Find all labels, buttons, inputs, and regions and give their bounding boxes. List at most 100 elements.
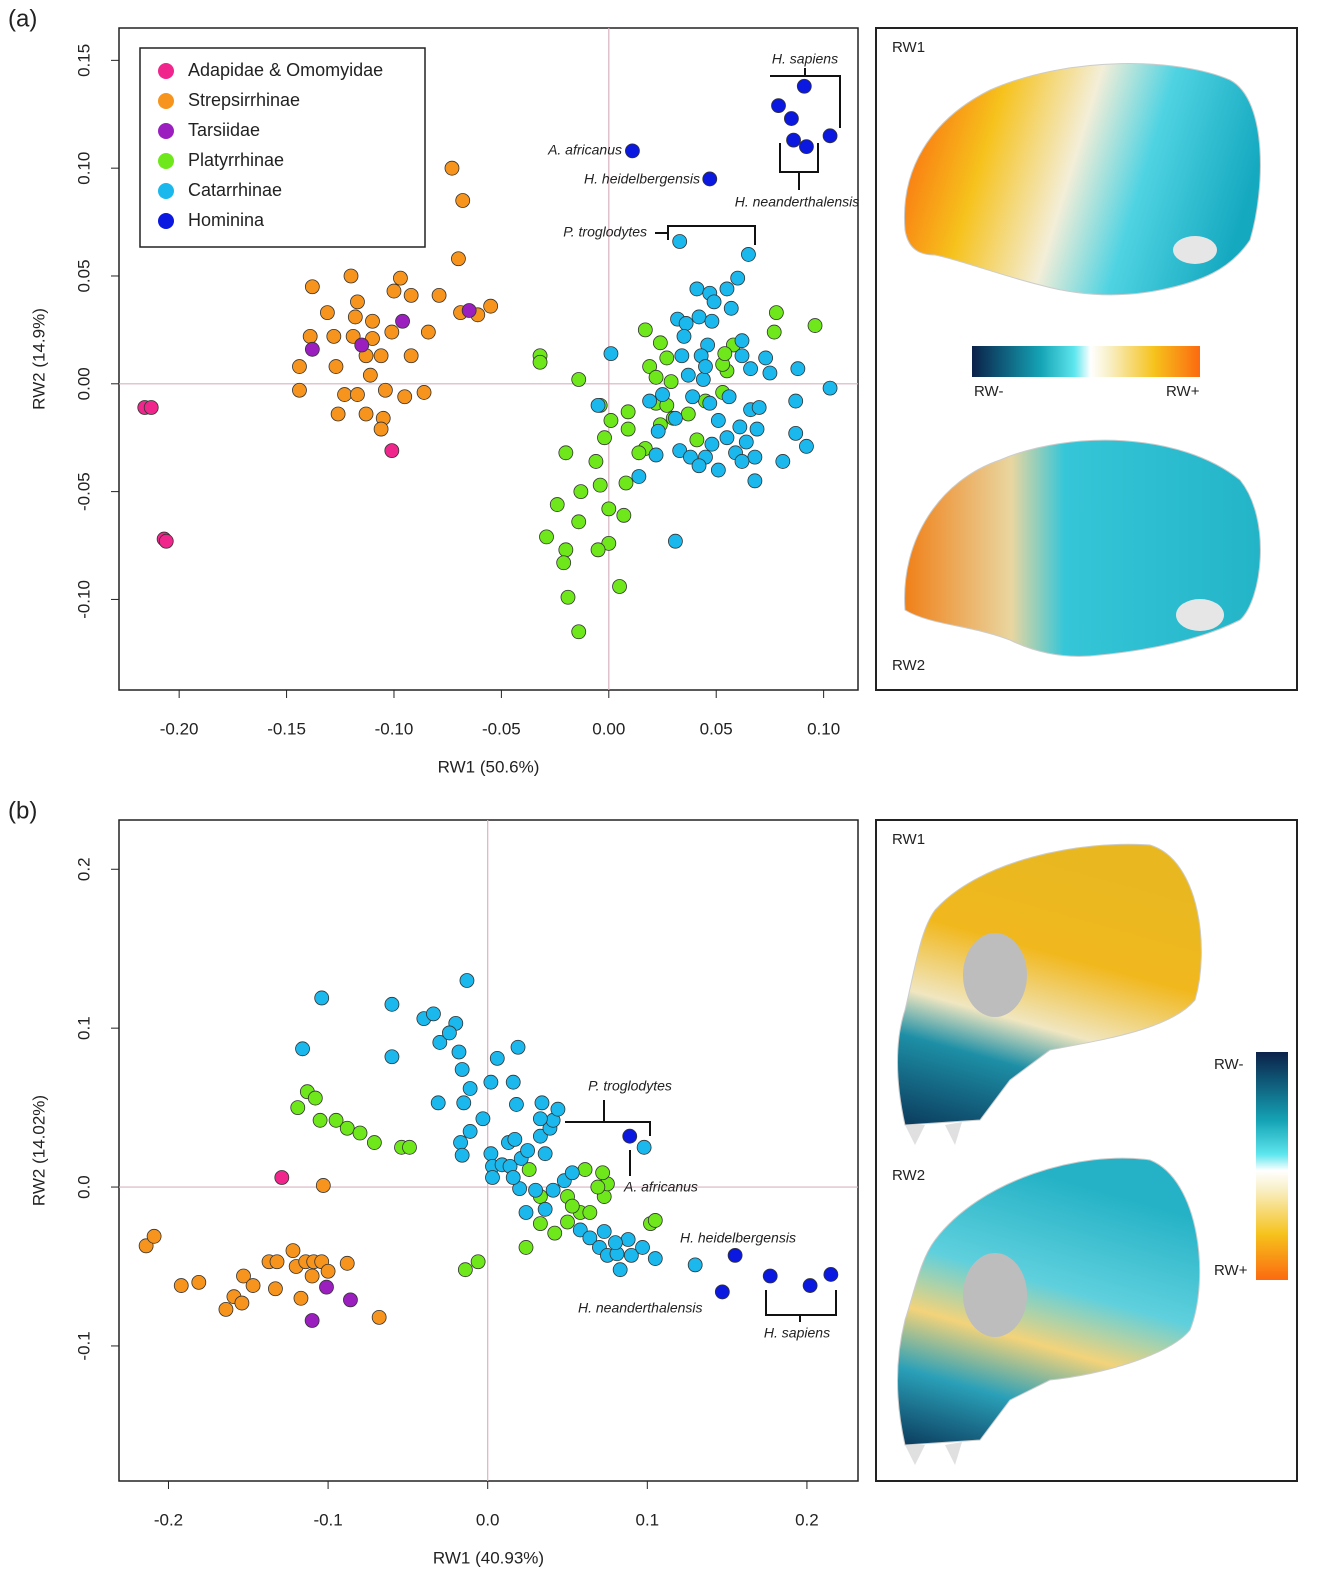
- x-axis-label: RW1 (50.6%): [438, 757, 540, 776]
- point: [776, 454, 790, 468]
- point: [591, 398, 605, 412]
- x-tick-label: -0.05: [482, 719, 521, 738]
- point: [696, 372, 710, 386]
- point: [385, 997, 399, 1011]
- point: [735, 454, 749, 468]
- point: [445, 161, 459, 175]
- point: [591, 1180, 605, 1194]
- y-tick-label: 0.00: [74, 367, 93, 400]
- colorbar-label: RW+: [1214, 1262, 1248, 1279]
- point: [748, 450, 762, 464]
- point: [246, 1279, 260, 1293]
- point: [559, 446, 573, 460]
- annotation: H. sapiens: [764, 1325, 830, 1341]
- point: [638, 323, 652, 337]
- figure: RW1 RW2 RW- RW+ RW- RW+ RW1 RW2 (a)-0.20…: [0, 0, 1318, 1594]
- x-tick-label: -0.10: [375, 719, 414, 738]
- annotation: A. africanus: [547, 142, 622, 158]
- y-tick-label: -0.10: [74, 580, 93, 619]
- point: [637, 1140, 651, 1154]
- point: [572, 515, 586, 529]
- point: [690, 282, 704, 296]
- point: [621, 1232, 635, 1246]
- point: [797, 79, 811, 93]
- point: [268, 1282, 282, 1296]
- point: [417, 385, 431, 399]
- annotation: P. troglodytes: [563, 224, 647, 240]
- legend-label: Platyrrhinae: [188, 150, 284, 170]
- x-tick-label: -0.15: [267, 719, 306, 738]
- point: [340, 1256, 354, 1270]
- point: [490, 1051, 504, 1065]
- annotation: H. neanderthalensis: [735, 194, 860, 210]
- point: [540, 530, 554, 544]
- point: [315, 991, 329, 1005]
- x-tick-label: -0.20: [160, 719, 199, 738]
- point: [192, 1275, 206, 1289]
- point: [739, 435, 753, 449]
- point: [664, 375, 678, 389]
- x-tick-label: -0.2: [154, 1510, 183, 1529]
- point: [769, 306, 783, 320]
- point: [602, 502, 616, 516]
- point: [668, 534, 682, 548]
- point: [460, 973, 474, 987]
- skull-render: [963, 1253, 1027, 1337]
- point: [305, 342, 319, 356]
- point: [705, 437, 719, 451]
- point: [613, 1263, 627, 1277]
- point: [767, 325, 781, 339]
- point: [731, 271, 745, 285]
- point: [308, 1091, 322, 1105]
- x-tick-label: 0.10: [807, 719, 840, 738]
- point: [442, 1026, 456, 1040]
- y-tick-label: 0.15: [74, 44, 93, 77]
- point: [548, 1226, 562, 1240]
- point: [823, 129, 837, 143]
- point: [398, 390, 412, 404]
- point: [374, 422, 388, 436]
- point: [772, 99, 786, 113]
- point: [787, 133, 801, 147]
- point: [619, 476, 633, 490]
- y-tick-label: 0.2: [74, 857, 93, 881]
- colorbar-label: RW-: [974, 383, 1003, 400]
- colorbar: [972, 346, 1200, 377]
- point: [677, 329, 691, 343]
- point: [296, 1042, 310, 1056]
- point: [572, 625, 586, 639]
- point: [551, 1102, 565, 1116]
- x-tick-label: -0.1: [313, 1510, 342, 1529]
- y-tick-label: 0.0: [74, 1175, 93, 1199]
- point: [668, 411, 682, 425]
- point: [533, 355, 547, 369]
- point: [561, 590, 575, 604]
- annotation-bracket: [565, 1100, 836, 1322]
- point: [321, 1264, 335, 1278]
- legend-marker: [158, 183, 174, 199]
- colorbar-label: RW-: [1214, 1056, 1243, 1073]
- point: [535, 1096, 549, 1110]
- point: [703, 172, 717, 186]
- point: [741, 247, 755, 261]
- point: [784, 112, 798, 126]
- point: [455, 1148, 469, 1162]
- point: [174, 1279, 188, 1293]
- point: [660, 351, 674, 365]
- point: [653, 336, 667, 350]
- annotation: H. sapiens: [772, 51, 838, 67]
- point: [455, 1062, 469, 1076]
- point: [574, 485, 588, 499]
- point: [292, 383, 306, 397]
- render-label: RW2: [892, 657, 925, 674]
- point: [799, 140, 813, 154]
- point: [711, 463, 725, 477]
- point: [363, 368, 377, 382]
- point: [286, 1244, 300, 1258]
- point: [675, 349, 689, 363]
- point: [565, 1199, 579, 1213]
- x-tick-label: 0.00: [592, 719, 625, 738]
- point: [625, 144, 639, 158]
- point: [649, 448, 663, 462]
- legend-marker: [158, 213, 174, 229]
